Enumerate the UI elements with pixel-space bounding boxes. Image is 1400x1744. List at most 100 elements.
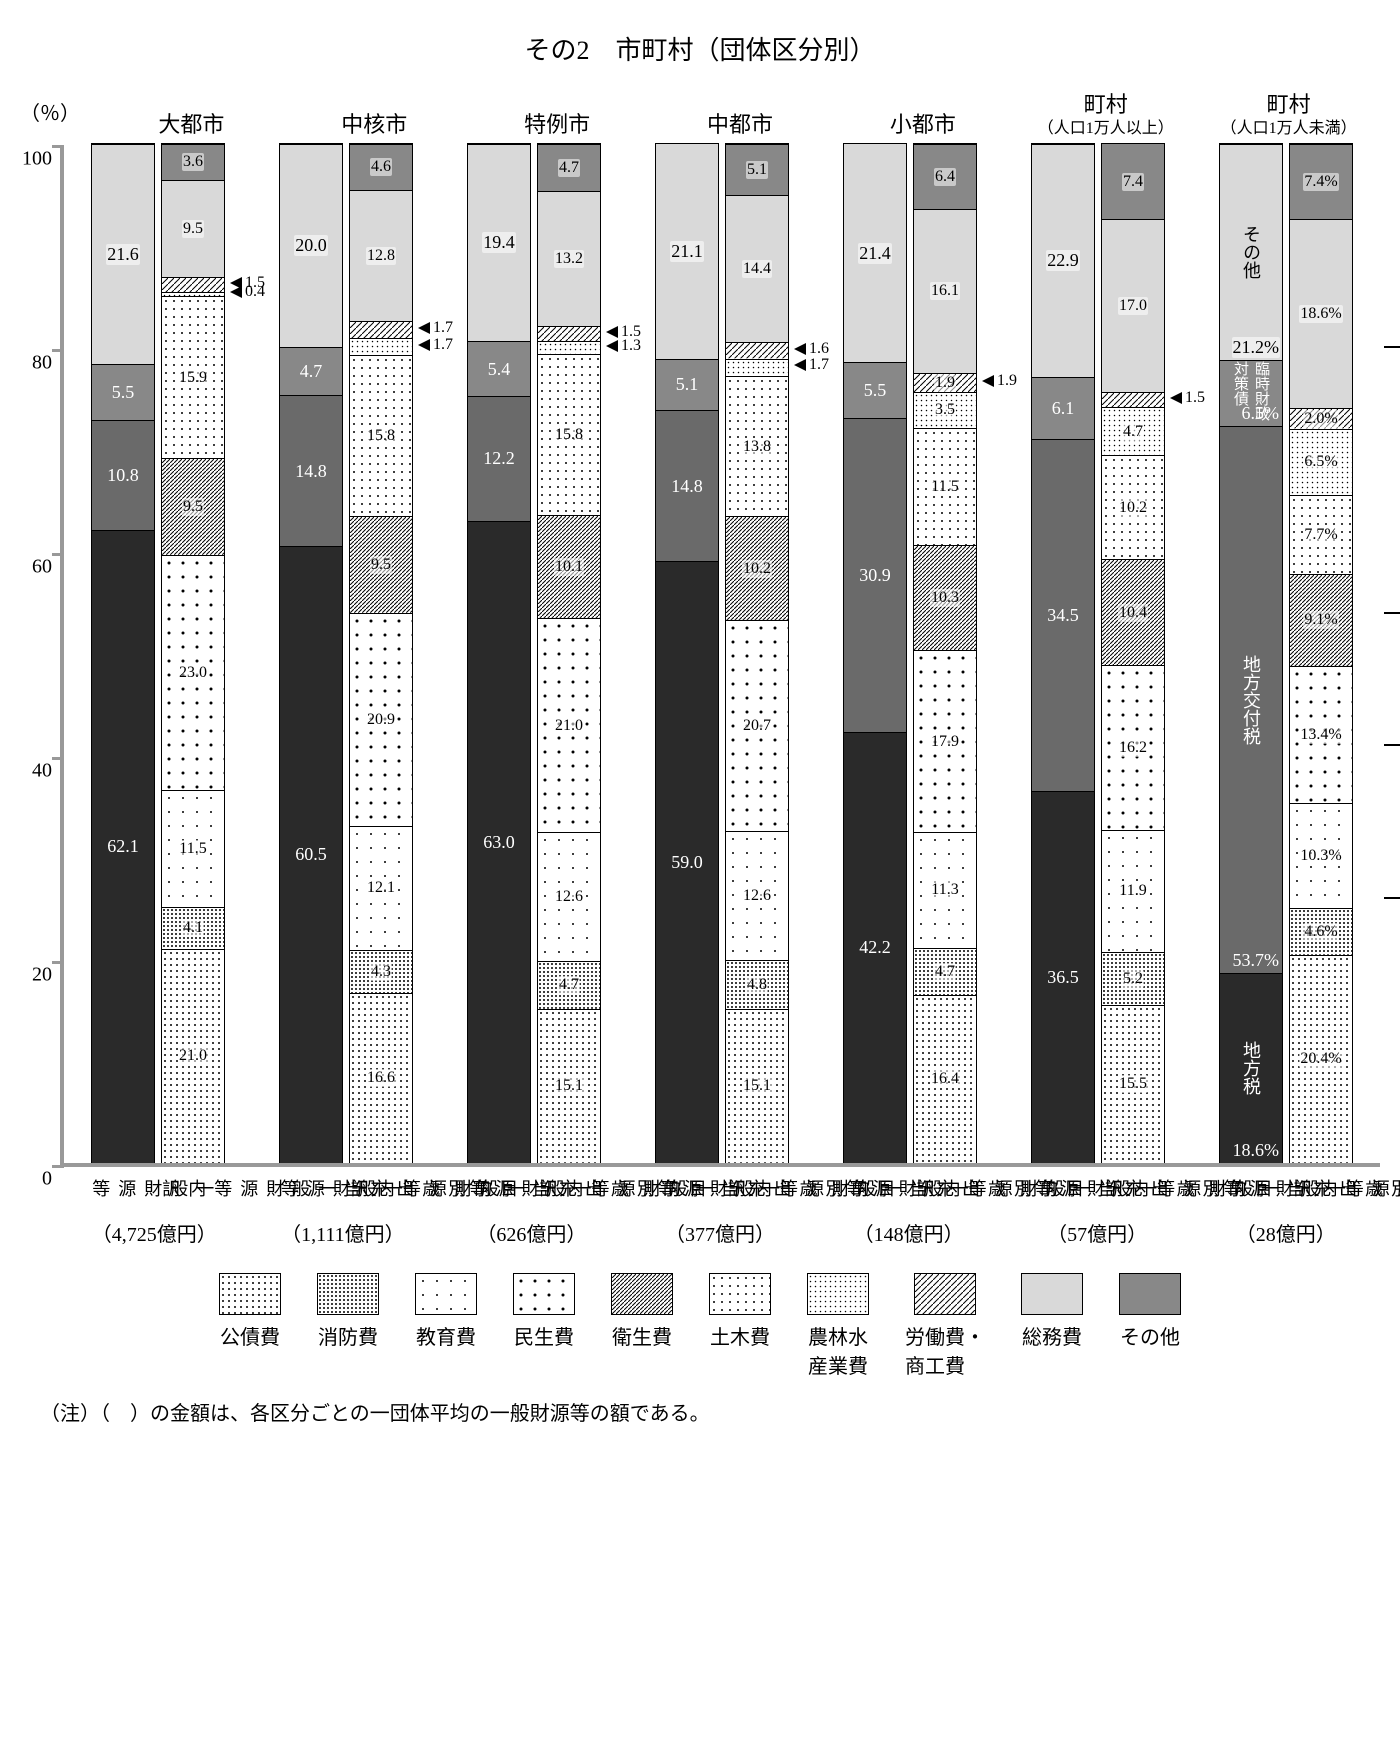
y-axis-label: （％） xyxy=(20,91,60,147)
seg-sonota: 3.6 xyxy=(162,144,224,181)
legend-label: 衛生費 xyxy=(612,1321,672,1350)
bar-lower-label: 一般財源等 xyxy=(1219,1177,1283,1202)
legend-label: 労働費・商工費 xyxy=(905,1321,985,1379)
seg-tax: 36.5 xyxy=(1032,791,1094,1163)
callout: 1.5 xyxy=(606,323,641,341)
bar-lower-label: 一般財源等 xyxy=(842,1177,906,1202)
seg-eisei: 10.2 xyxy=(726,516,788,620)
seg-kousai: 15.1 xyxy=(538,1009,600,1163)
legend-label: 農林水産業費 xyxy=(808,1321,868,1379)
seg-minsei: 20.9 xyxy=(350,613,412,826)
bar-lower-label: 目的別歳出充当一般財源等内訳 xyxy=(157,1177,221,1202)
amount: （377億円） xyxy=(626,1218,815,1247)
seg-roudou xyxy=(538,326,600,341)
y-tick-line xyxy=(52,961,64,964)
amount: （4,725億円） xyxy=(60,1218,249,1247)
seg-sonota: 6.4 xyxy=(914,144,976,209)
seg-sonota: 5.1 xyxy=(726,144,788,196)
seg-roudou: 2.0% xyxy=(1290,408,1352,428)
callout: 1.5 xyxy=(1170,389,1205,407)
seg-doboku: 13.8 xyxy=(726,376,788,517)
group: 62.110.85.521.621.04.111.523.09.515.99.5… xyxy=(64,147,252,1163)
y-tick-line xyxy=(52,349,64,352)
legend-swatch xyxy=(914,1273,976,1315)
seg-other: 22.9 xyxy=(1032,144,1094,377)
seg-kofu: 30.9 xyxy=(844,418,906,733)
seg-minsei: 17.9 xyxy=(914,650,976,832)
legend-item: 衛生費 xyxy=(611,1273,673,1379)
bar-lower-label: 目的別歳出充当一般財源等内訳 xyxy=(912,1177,976,1202)
legend-swatch xyxy=(415,1273,477,1315)
seg-eisei: 9.1% xyxy=(1290,574,1352,667)
seg-rinji: 5.4 xyxy=(468,341,530,396)
bar-lower-label: 一般財源等 xyxy=(87,1177,151,1202)
y-tick: 100 xyxy=(22,147,52,170)
bar-right: 15.14.712.621.010.115.813.24.71.31.5 xyxy=(537,143,601,1163)
group-lower: 一般財源等目的別歳出充当一般財源等内訳 xyxy=(249,1177,438,1202)
bar-lower-label: 目的別歳出充当一般財源等内訳 xyxy=(1289,1177,1353,1202)
amount: （28億円） xyxy=(1191,1218,1380,1247)
seg-shoubou: 4.8 xyxy=(726,960,788,1009)
bar-lower-label: 一般財源等 xyxy=(464,1177,528,1202)
seg-kousai: 21.0 xyxy=(162,949,224,1163)
seg-nourin: 4.7 xyxy=(1102,407,1164,455)
y-axis: 020406080100 xyxy=(20,147,60,1167)
seg-soumu: 12.8 xyxy=(350,190,412,320)
group: 63.012.25.419.415.14.712.621.010.115.813… xyxy=(440,147,628,1163)
seg-rinji: 5.5 xyxy=(92,364,154,420)
seg-roudou xyxy=(350,321,412,338)
y-tick-line xyxy=(52,553,64,556)
seg-soumu: 13.2 xyxy=(538,191,600,326)
legend-label: 民生費 xyxy=(514,1321,574,1350)
bar-right: 21.04.111.523.09.515.99.53.60.41.5 xyxy=(161,143,225,1163)
seg-tax: 62.1 xyxy=(92,530,154,1163)
bar-lower-label: 目的別歳出充当一般財源等内訳 xyxy=(1100,1177,1164,1202)
seg-kyouiku: 12.6 xyxy=(538,832,600,960)
seg-minsei: 16.2 xyxy=(1102,665,1164,830)
seg-soumu: 9.5 xyxy=(162,180,224,277)
callout: 1.7 xyxy=(418,319,453,337)
seg-other: 20.0 xyxy=(280,144,342,348)
seg-rinji: 4.7 xyxy=(280,347,342,395)
group: 60.514.84.720.016.64.312.120.99.515.812.… xyxy=(252,147,440,1163)
legend-label: 公債費 xyxy=(220,1321,280,1350)
seg-kyouiku: 11.3 xyxy=(914,832,976,947)
group-header: 町村（人口1万人以上） xyxy=(1014,91,1197,139)
seg-eisei: 9.5 xyxy=(162,458,224,555)
group-lower: 一般財源等目的別歳出充当一般財源等内訳 xyxy=(1191,1177,1380,1202)
seg-sonota: 7.4 xyxy=(1102,143,1164,218)
bar-left: 地方税18.6%地方交付税53.7%臨時財政 対策債6.5%その他21.2% xyxy=(1219,143,1283,1163)
seg-shoubou: 4.3 xyxy=(350,950,412,994)
seg-rinji: 5.5 xyxy=(844,362,906,418)
seg-kyouiku: 10.3% xyxy=(1290,803,1352,908)
seg-doboku: 15.8 xyxy=(538,354,600,515)
legend-item: 教育費 xyxy=(415,1273,477,1379)
legend-item: 公債費 xyxy=(219,1273,281,1379)
seg-kofu: 地方交付税53.7% xyxy=(1220,426,1282,973)
seg-kousai: 20.4% xyxy=(1290,955,1352,1163)
amounts-row: （4,725億円）（1,111億円）（626億円）（377億円）（148億円）（… xyxy=(60,1218,1380,1247)
seg-other: 21.4 xyxy=(844,143,906,361)
seg-kousai: 16.4 xyxy=(914,995,976,1162)
seg-sonota: 7.4% xyxy=(1290,144,1352,219)
y-tick-line xyxy=(52,1165,64,1168)
seg-shoubou: 4.7 xyxy=(538,961,600,1009)
seg-kofu: 12.2 xyxy=(468,396,530,520)
group: 59.014.85.121.115.14.812.620.710.213.814… xyxy=(628,147,816,1163)
legend-swatch xyxy=(317,1273,379,1315)
bar-left: 60.514.84.720.0 xyxy=(279,143,343,1163)
legend-label: 総務費 xyxy=(1022,1321,1082,1350)
seg-shoubou: 5.2 xyxy=(1102,952,1164,1005)
group-header: 小都市 xyxy=(831,91,1014,139)
seg-doboku: 10.2 xyxy=(1102,455,1164,559)
legend-item: 土木費 xyxy=(709,1273,771,1379)
seg-eisei: 10.3 xyxy=(914,545,976,650)
y-tick: 0 xyxy=(42,1167,52,1190)
seg-rinji: 5.1 xyxy=(656,359,718,411)
y-tick-line xyxy=(52,145,64,148)
seg-shoubou: 4.1 xyxy=(162,907,224,949)
seg-minsei: 13.4% xyxy=(1290,666,1352,803)
seg-kousai: 16.6 xyxy=(350,993,412,1162)
seg-soumu: 16.1 xyxy=(914,209,976,373)
amount: （626億円） xyxy=(437,1218,626,1247)
